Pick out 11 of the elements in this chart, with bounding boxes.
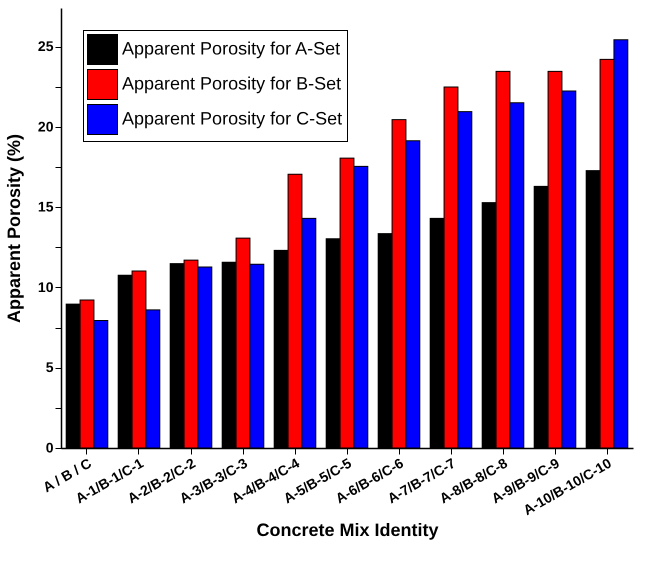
legend-label: Apparent Porosity for B-Set [122, 74, 342, 94]
legend-label: Apparent Porosity for C-Set [122, 108, 342, 128]
y-tick-label: 10 [38, 278, 54, 295]
y-tick-label: 0 [46, 440, 54, 456]
x-axis-title: Concrete Mix Identity [256, 520, 439, 540]
y-axis-title: Apparent Porosity (%) [4, 134, 24, 324]
legend-label: Apparent Porosity for A-Set [122, 38, 340, 58]
y-tick-label: 15 [38, 198, 54, 215]
y-tick-label: 5 [46, 359, 54, 376]
y-tick-label: 25 [38, 38, 54, 54]
y-tick-label: 20 [38, 118, 54, 134]
